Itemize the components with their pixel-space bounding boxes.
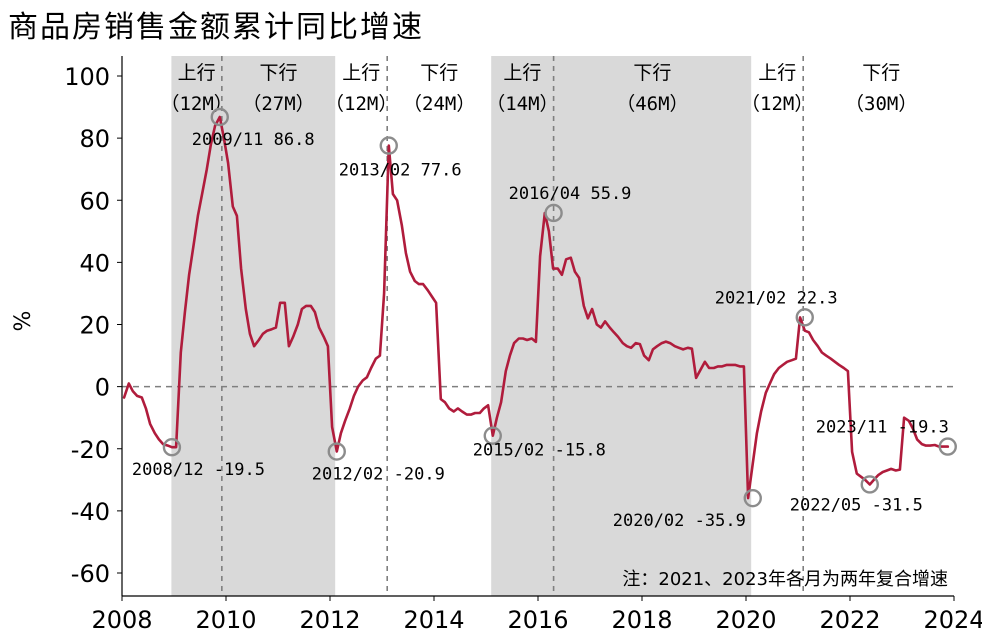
highlight-marker-10 — [938, 437, 957, 456]
phase-duration-6: （46M） — [616, 93, 688, 115]
annotation-label-10: 2023/11 -19.3 — [816, 418, 949, 438]
phase-label-1: 上行 — [178, 62, 216, 84]
phase-duration-4: （24M） — [403, 93, 475, 115]
highlight-marker-4 — [379, 136, 398, 155]
highlight-marker-1 — [162, 437, 182, 457]
highlight-marker-9 — [860, 475, 879, 494]
y-tick-label: 80 — [79, 125, 110, 153]
phase-label-5: 上行 — [503, 62, 541, 84]
y-tick-label: 100 — [64, 63, 110, 91]
highlight-marker-5 — [483, 426, 502, 445]
phase-duration-8: （30M） — [845, 93, 917, 115]
y-tick-label: -60 — [71, 560, 110, 588]
shaded-period-2 — [491, 56, 752, 596]
highlight-marker-7 — [743, 488, 762, 508]
x-tick-label: 2022 — [819, 606, 880, 634]
x-tick-label: 2014 — [403, 606, 464, 634]
phase-label-7: 上行 — [758, 62, 796, 84]
y-tick-label: 0 — [95, 374, 110, 402]
x-tick-label: 2024 — [923, 606, 982, 634]
y-tick-label: -40 — [71, 498, 110, 526]
annotation-label-9: 2022/05 -31.5 — [790, 495, 923, 515]
y-tick-label: 60 — [79, 187, 110, 215]
series-line — [122, 115, 950, 500]
x-tick-label: 2020 — [715, 606, 776, 634]
annotation-label-8: 2021/02 22.3 — [715, 288, 838, 308]
x-tick-label: 2018 — [611, 606, 672, 634]
phase-duration-7: （12M） — [741, 93, 813, 115]
shaded-period-1 — [171, 56, 336, 596]
highlight-marker-6 — [544, 203, 563, 223]
annotation-label-6: 2016/04 55.9 — [509, 184, 632, 204]
x-tick-label: 2016 — [507, 606, 568, 634]
annotation-label-5: 2015/02 -15.8 — [473, 441, 606, 461]
y-tick-label: -20 — [71, 436, 110, 464]
chart-title: 商品房销售金额累计同比增速 — [8, 10, 424, 45]
phase-label-6: 下行 — [633, 62, 671, 84]
x-tick-label: 2008 — [91, 606, 152, 634]
phase-label-8: 下行 — [862, 62, 900, 84]
phase-duration-3: （12M） — [325, 93, 397, 115]
y-tick-label: 40 — [79, 249, 110, 277]
highlight-marker-8 — [795, 308, 814, 327]
x-tick-label: 2012 — [299, 606, 360, 634]
phase-duration-2: （27M） — [242, 93, 314, 115]
y-tick-label: 20 — [79, 312, 110, 340]
phase-duration-5: （14M） — [486, 93, 558, 115]
annotation-label-3: 2012/02 -20.9 — [312, 465, 445, 485]
x-tick-label: 2010 — [195, 606, 256, 634]
highlight-marker-2 — [210, 107, 229, 127]
annotation-label-4: 2013/02 77.6 — [339, 161, 462, 181]
highlight-marker-3 — [327, 442, 346, 461]
chart-note: 注：2021、2023年各月为两年复合增速 — [622, 569, 948, 590]
phase-label-4: 下行 — [420, 62, 458, 84]
y-axis-label: % — [11, 311, 36, 332]
phase-duration-1: （12M） — [160, 93, 232, 115]
annotation-label-2: 2009/11 86.8 — [192, 130, 315, 150]
annotation-label-1: 2008/12 -19.5 — [132, 460, 265, 480]
annotation-label-7: 2020/02 -35.9 — [613, 511, 746, 531]
phase-label-3: 上行 — [342, 62, 380, 84]
phase-label-2: 下行 — [260, 62, 298, 84]
